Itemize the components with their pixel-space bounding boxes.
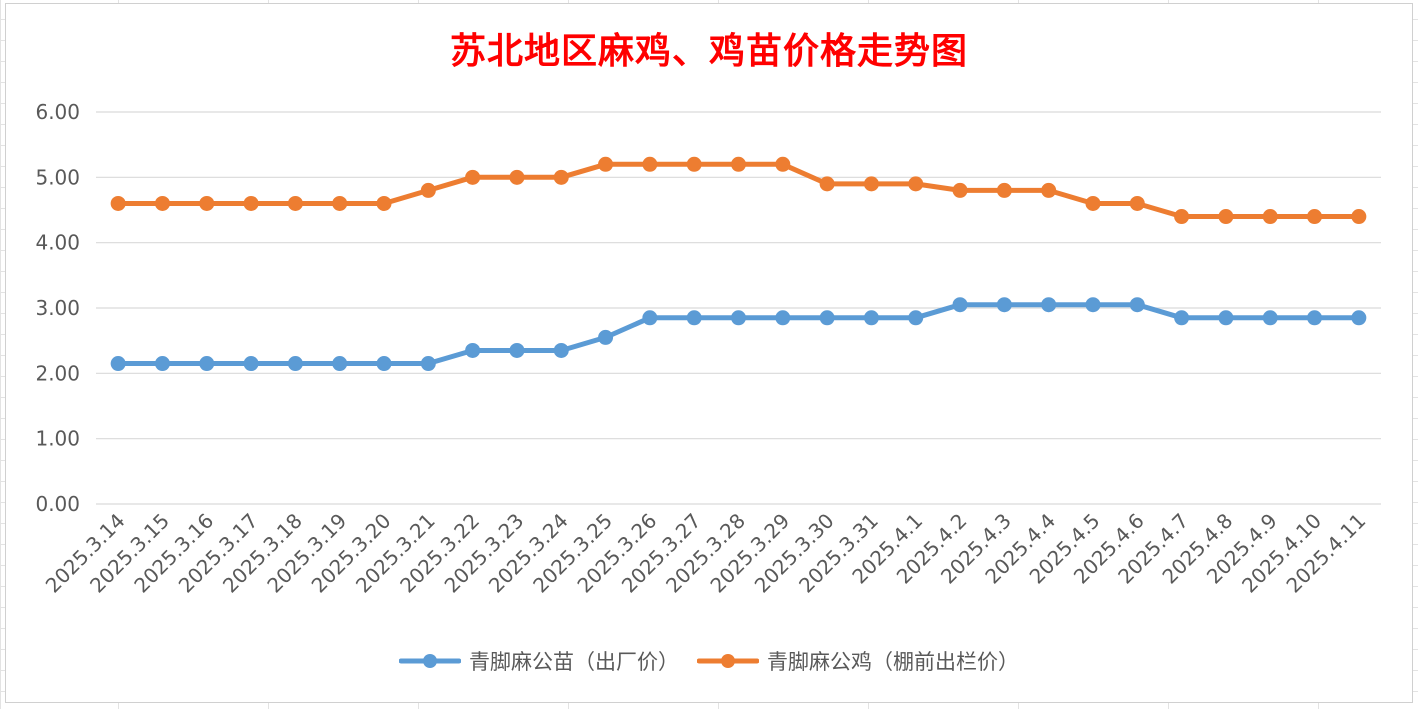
data-point (642, 310, 658, 326)
y-tick-label: 4.00 (35, 231, 80, 255)
y-tick-label: 0.00 (35, 492, 80, 516)
data-point (819, 310, 835, 326)
x-axis-ticks: 2025.3.142025.3.152025.3.162025.3.172025… (41, 509, 1371, 598)
data-point (863, 310, 879, 326)
data-point (863, 176, 879, 192)
series-2 (110, 156, 1367, 225)
data-point (1307, 209, 1323, 225)
data-point (420, 356, 436, 372)
legend-item-series-1: 青脚麻公苗（出厂价） (399, 646, 679, 676)
data-point (1129, 297, 1145, 313)
data-point (1041, 297, 1057, 313)
data-point (509, 169, 525, 185)
series-layer (110, 156, 1367, 372)
data-point (1129, 195, 1145, 211)
data-point (1085, 195, 1101, 211)
data-point (1307, 310, 1323, 326)
data-point (199, 195, 215, 211)
data-point (376, 356, 392, 372)
data-point (952, 297, 968, 313)
data-point (775, 156, 791, 172)
data-point (110, 356, 126, 372)
data-point (731, 156, 746, 172)
data-point (553, 342, 569, 358)
data-point (598, 156, 614, 172)
y-tick-label: 3.00 (35, 296, 80, 320)
y-tick-label: 1.00 (35, 427, 80, 451)
data-point (465, 342, 481, 358)
data-point (1262, 209, 1278, 225)
data-point (996, 297, 1012, 313)
data-point (110, 195, 126, 211)
data-point (1085, 297, 1101, 313)
data-point (686, 156, 702, 172)
data-point (731, 310, 746, 326)
data-point (154, 356, 170, 372)
legend: 青脚麻公苗（出厂价） 青脚麻公鸡（棚前出栏价） (0, 646, 1418, 676)
data-point (1351, 209, 1367, 225)
y-axis-ticks: 0.00 1.00 2.00 3.00 4.00 5.00 6.00 (35, 100, 80, 516)
data-point (332, 195, 348, 211)
data-point (1174, 209, 1190, 225)
data-point (598, 329, 614, 345)
data-point (1351, 310, 1367, 326)
data-point (642, 156, 658, 172)
data-point (686, 310, 702, 326)
chart-title: 苏北地区麻鸡、鸡苗价格走势图 (449, 30, 968, 72)
data-point (509, 342, 525, 358)
data-point (775, 310, 791, 326)
data-point (332, 356, 348, 372)
data-point (908, 310, 924, 326)
data-point (1218, 310, 1234, 326)
data-point (1262, 310, 1278, 326)
data-point (996, 182, 1012, 198)
legend-swatch-series-1 (399, 654, 461, 668)
data-point (465, 169, 481, 185)
data-point (287, 195, 303, 211)
chart-frame[interactable] (5, 3, 1413, 703)
legend-label-series-1: 青脚麻公苗（出厂价） (469, 650, 679, 674)
data-point (1174, 310, 1190, 326)
y-tick-label: 2.00 (35, 361, 80, 385)
data-point (908, 176, 924, 192)
data-point (819, 176, 835, 192)
data-point (376, 195, 392, 211)
legend-swatch-series-2 (697, 654, 759, 668)
data-point (199, 356, 215, 372)
series-1 (110, 297, 1367, 372)
data-point (420, 182, 436, 198)
data-point (154, 195, 170, 211)
data-point (243, 195, 259, 211)
legend-label-series-2: 青脚麻公鸡（棚前出栏价） (767, 650, 1019, 674)
legend-item-series-2: 青脚麻公鸡（棚前出栏价） (697, 646, 1019, 676)
series-line-2 (115, 161, 1362, 219)
data-point (287, 356, 303, 372)
data-point (1218, 209, 1234, 225)
y-tick-label: 6.00 (35, 100, 80, 124)
data-point (1041, 182, 1057, 198)
data-point (553, 169, 569, 185)
data-point (952, 182, 968, 198)
gridlines (96, 111, 1381, 505)
data-point (243, 356, 259, 372)
y-tick-label: 5.00 (35, 165, 80, 189)
